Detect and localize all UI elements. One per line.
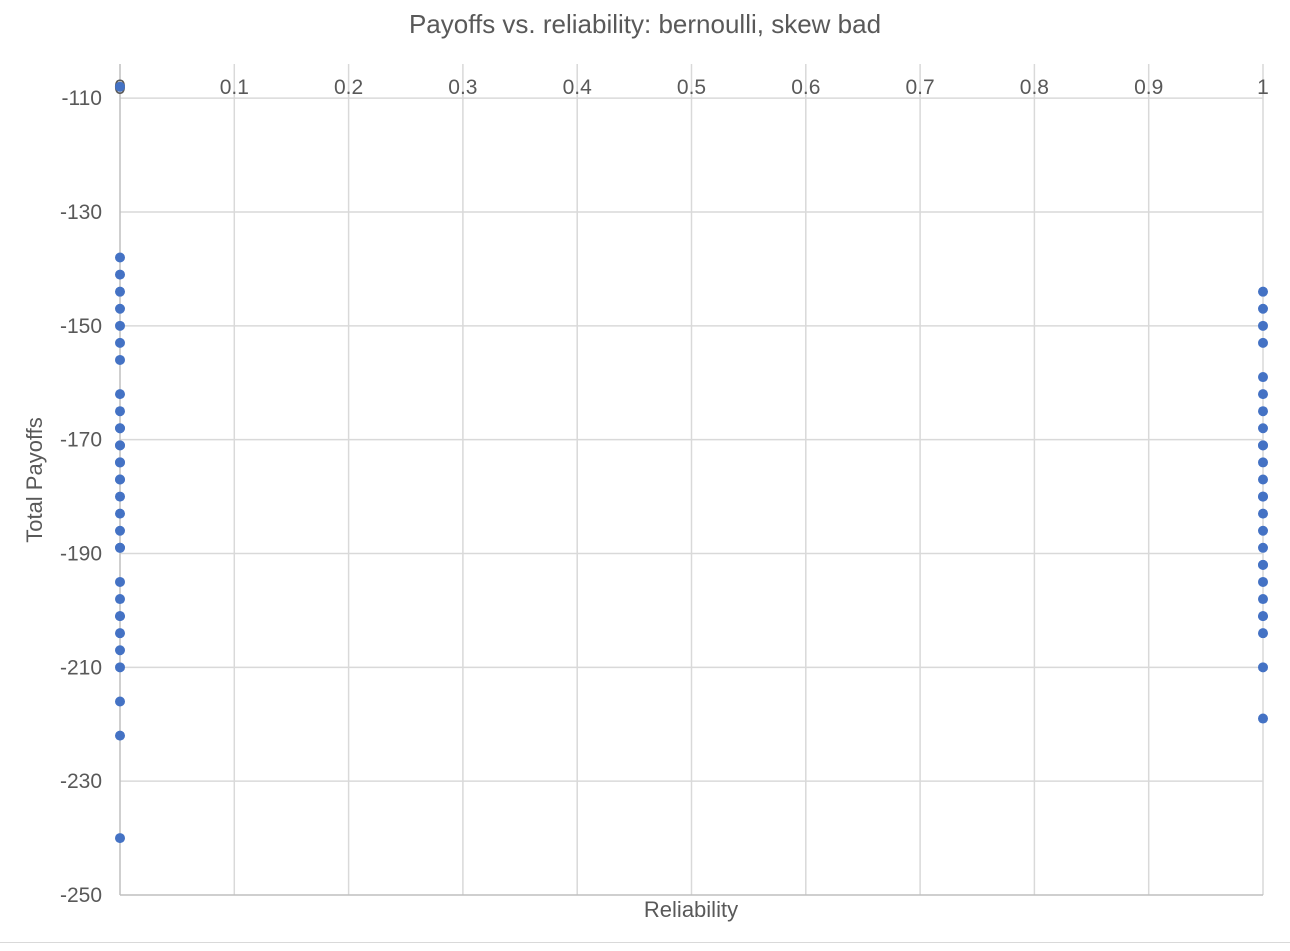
data-point (115, 423, 125, 434)
x-tick-labels: 00.10.20.30.40.50.60.70.80.91 (114, 76, 1269, 99)
data-point (115, 269, 125, 280)
data-point (1258, 457, 1268, 468)
data-point (1258, 337, 1268, 348)
x-tick-label: 0.8 (1020, 76, 1049, 99)
data-point (115, 389, 125, 400)
data-point (115, 337, 125, 348)
data-point (115, 645, 125, 656)
data-point (115, 594, 125, 605)
x-tick-label: 0.2 (334, 76, 363, 99)
data-point (115, 628, 125, 639)
x-tick-label: 0.9 (1134, 76, 1163, 99)
data-point (115, 406, 125, 417)
y-tick-label: -170 (60, 429, 102, 452)
chart-title: Payoffs vs. reliability: bernoulli, skew… (409, 9, 881, 39)
data-point (115, 354, 125, 365)
data-point (1258, 525, 1268, 536)
data-point (1258, 628, 1268, 639)
data-point (1258, 423, 1268, 434)
data-point (1258, 508, 1268, 519)
data-point (115, 81, 125, 92)
x-axis-label: Reliability (644, 897, 738, 922)
x-tick-label: 0.7 (905, 76, 934, 99)
data-point (1258, 662, 1268, 673)
y-tick-label: -110 (62, 87, 102, 110)
x-tick-label: 1 (1257, 76, 1269, 99)
data-point (115, 508, 125, 519)
data-point (1258, 542, 1268, 553)
bottom-divider (0, 942, 1290, 951)
data-point (1258, 286, 1268, 297)
data-point (115, 576, 125, 587)
x-tick-label: 0.5 (677, 76, 706, 99)
data-point (1258, 559, 1268, 570)
data-point (115, 730, 125, 741)
x-tick-label: 0.4 (563, 76, 593, 99)
data-point (1258, 611, 1268, 622)
data-point (115, 440, 125, 451)
y-tick-label: -150 (60, 315, 102, 338)
y-tick-label: -130 (60, 201, 102, 224)
data-point (115, 833, 125, 844)
data-point (1258, 320, 1268, 331)
y-tick-label: -210 (60, 656, 102, 679)
data-point (1258, 303, 1268, 314)
data-point (1258, 491, 1268, 502)
data-point (115, 696, 125, 707)
data-point (115, 662, 125, 673)
y-tick-label: -190 (60, 542, 102, 565)
y-tick-label: -230 (60, 770, 102, 793)
data-point (115, 303, 125, 314)
data-point (1258, 389, 1268, 400)
data-point (115, 286, 125, 297)
data-point (115, 457, 125, 468)
data-point (1258, 576, 1268, 587)
x-tick-label: 0.3 (448, 76, 477, 99)
data-point (115, 474, 125, 485)
data-point (1258, 372, 1268, 383)
y-axis-label: Total Payoffs (22, 417, 47, 543)
data-point (1258, 713, 1268, 724)
data-point (1258, 406, 1268, 417)
x-tick-label: 0.1 (220, 76, 249, 99)
data-point (1258, 594, 1268, 605)
data-point (1258, 440, 1268, 451)
data-point (115, 320, 125, 331)
data-points (115, 81, 1268, 844)
y-tick-label: -250 (60, 884, 102, 907)
data-point (115, 542, 125, 553)
data-point (1258, 474, 1268, 485)
data-point (115, 491, 125, 502)
data-point (115, 252, 125, 263)
data-point (115, 525, 125, 536)
x-tick-label: 0.6 (791, 76, 820, 99)
data-point (115, 611, 125, 622)
grid-lines (120, 64, 1264, 895)
y-tick-labels: -110 -130 -150 -170 -190 -210 -230 -250 (60, 87, 102, 907)
